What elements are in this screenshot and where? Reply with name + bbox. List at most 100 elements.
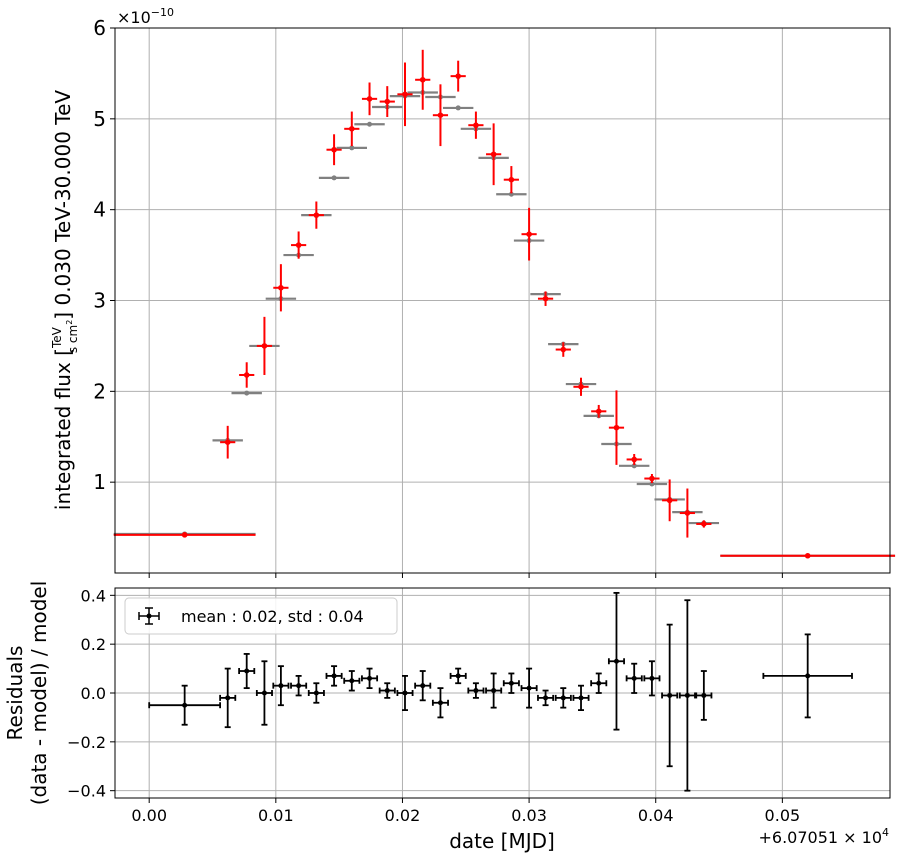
residual-marker-5 — [296, 683, 302, 689]
residual-point-21 — [572, 684, 590, 711]
data-point-16 — [486, 123, 502, 186]
residual-point-2 — [238, 653, 256, 690]
model-marker-17 — [508, 191, 514, 197]
data-marker-10 — [384, 98, 391, 105]
model-point-17 — [496, 191, 527, 197]
residual-point-20 — [554, 687, 572, 709]
residuals-ytick-label-1: −0.2 — [67, 733, 106, 752]
residuals-xtick-label-4: 0.04 — [638, 806, 674, 825]
residual-marker-14 — [455, 673, 461, 679]
residual-point-3 — [255, 660, 273, 726]
flux-ytick-label-5: 6 — [93, 16, 106, 40]
residual-point-4 — [272, 665, 290, 707]
data-point-7 — [326, 134, 342, 166]
residual-point-13 — [431, 687, 449, 719]
data-series — [113, 49, 896, 559]
residual-point-11 — [396, 675, 414, 711]
data-marker-12 — [419, 76, 426, 83]
residual-marker-6 — [313, 690, 319, 696]
data-point-27 — [679, 488, 695, 538]
residuals-ytick-label-2: 0.0 — [81, 684, 106, 703]
data-marker-7 — [331, 146, 337, 153]
data-point-1 — [220, 425, 236, 459]
legend: mean : 0.02, std : 0.04 — [124, 597, 398, 635]
ylabel-unit-den: s cm — [66, 325, 80, 353]
residual-point-16 — [485, 672, 503, 709]
residual-point-14 — [449, 667, 467, 685]
data-point-17 — [503, 166, 519, 194]
residual-marker-16 — [491, 688, 497, 694]
data-point-11 — [397, 62, 413, 127]
model-point-8 — [336, 145, 368, 151]
residual-marker-24 — [631, 675, 637, 681]
x-axis-label: date [MJD] — [449, 829, 555, 853]
residuals-xtick-label-3: 0.03 — [511, 806, 547, 825]
data-point-2 — [239, 362, 255, 388]
data-point-12 — [415, 49, 431, 110]
data-point-8 — [344, 111, 360, 147]
x-offset-exp: 4 — [882, 826, 889, 839]
residual-point-0 — [148, 684, 222, 726]
residual-marker-10 — [384, 688, 390, 694]
data-point-3 — [256, 316, 273, 375]
residual-marker-20 — [560, 695, 566, 701]
data-marker-0 — [181, 532, 188, 538]
data-point-15 — [468, 111, 484, 139]
ylabel-unit-den-sup: 2 — [65, 320, 74, 325]
flux-ytick-label-2: 3 — [93, 289, 106, 313]
model-point-25 — [636, 481, 668, 487]
residual-point-27 — [678, 599, 696, 792]
residual-marker-9 — [367, 675, 373, 681]
data-marker-3 — [261, 343, 268, 349]
data-point-6 — [308, 201, 324, 229]
data-point-24 — [626, 454, 642, 465]
y-multiplier-base: ×10 — [117, 8, 151, 27]
residual-point-17 — [502, 672, 520, 694]
residual-point-6 — [307, 682, 325, 704]
data-point-9 — [361, 82, 378, 116]
residuals-xtick-label-2: 0.02 — [385, 806, 421, 825]
flux-ytick-label-4: 5 — [93, 107, 106, 131]
ylabel-prefix: integrated flux [ — [51, 348, 75, 510]
data-point-23 — [608, 390, 625, 465]
flux-y-axis-label-text: integrated flux [TeV s cm2] 0.030 TeV-30.… — [50, 90, 80, 510]
data-marker-15 — [473, 122, 479, 128]
residual-marker-27 — [684, 692, 690, 698]
residual-marker-3 — [261, 690, 267, 696]
data-marker-1 — [224, 439, 231, 446]
flux-y-ticks: 1 2 3 4 5 6 — [93, 16, 783, 578]
ylabel-unit-num: TeV — [50, 326, 64, 349]
data-marker-20 — [560, 346, 567, 353]
data-marker-2 — [243, 372, 250, 378]
legend-marker — [138, 607, 160, 625]
residual-marker-15 — [473, 688, 479, 694]
data-marker-24 — [631, 456, 637, 463]
data-point-4 — [273, 264, 289, 312]
data-marker-18 — [526, 231, 532, 237]
data-point-21 — [573, 377, 589, 396]
residual-point-8 — [343, 670, 361, 692]
data-marker-6 — [313, 212, 320, 218]
residual-point-28 — [695, 670, 713, 721]
flux-y-axis-label: integrated flux [TeV s cm2] 0.030 TeV-30.… — [50, 90, 80, 510]
residual-point-15 — [467, 682, 485, 699]
residual-point-24 — [625, 662, 643, 694]
residual-marker-17 — [508, 680, 514, 686]
data-point-29 — [720, 552, 896, 559]
data-marker-26 — [666, 497, 673, 504]
residual-marker-21 — [578, 695, 584, 701]
flux-ytick-label-3: 4 — [93, 198, 106, 222]
flux-grid — [115, 27, 890, 573]
residuals-ytick-label-4: 0.4 — [81, 586, 106, 605]
residual-marker-29 — [805, 673, 811, 679]
residual-point-10 — [378, 682, 396, 699]
data-point-26 — [662, 479, 678, 522]
residuals-xtick-label-5: 0.05 — [765, 806, 801, 825]
data-marker-17 — [508, 176, 515, 183]
residual-marker-1 — [225, 695, 231, 701]
residual-marker-7 — [331, 673, 337, 679]
model-point-14 — [442, 105, 474, 111]
residual-marker-19 — [543, 695, 549, 701]
residual-marker-4 — [278, 683, 284, 689]
residual-marker-28 — [701, 692, 707, 698]
